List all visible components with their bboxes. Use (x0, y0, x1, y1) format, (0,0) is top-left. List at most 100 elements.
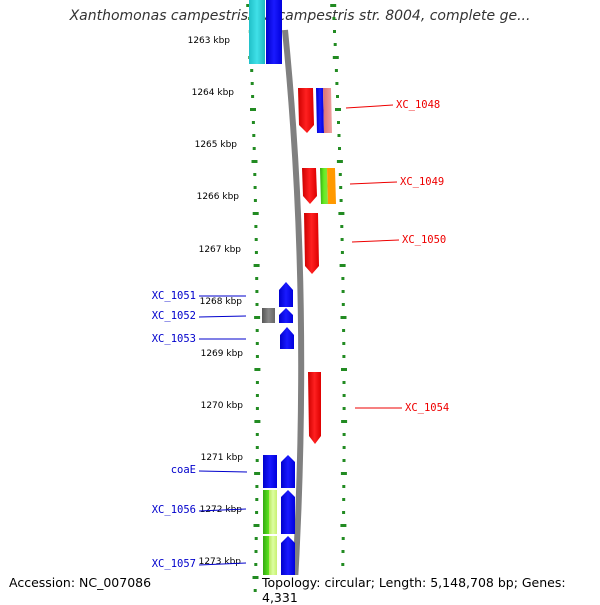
chromosome-backbone (282, 29, 305, 600)
guide-tick (253, 589, 257, 592)
gene-block-xc1052[interactable] (262, 308, 275, 323)
guide-tick (253, 186, 257, 189)
guide-tick (253, 199, 257, 202)
gene-label-xc1056[interactable]: XC_1056 (152, 504, 196, 516)
leader-line (198, 508, 247, 512)
guide-tick (337, 121, 340, 124)
guide-tick (342, 433, 346, 436)
guide-tick (250, 69, 254, 72)
guide-tick (340, 238, 344, 241)
leader-line (345, 104, 394, 109)
ruler-tick-label: 1267 kbp (199, 245, 242, 255)
guide-tick (250, 82, 254, 85)
leader-line (198, 470, 248, 473)
guide-tick (255, 407, 259, 410)
gene-arrow-xc1049[interactable] (302, 168, 317, 204)
guide-tick (251, 160, 258, 163)
guide-tick (340, 316, 347, 319)
guide-tick (341, 290, 345, 293)
gene-arrow-xc1053[interactable] (280, 327, 294, 349)
guide-tick (341, 303, 345, 306)
leader-line (349, 181, 398, 185)
guide-tick (339, 199, 343, 202)
guide-tick (341, 368, 347, 371)
ruler-tick-label: 1266 kbp (197, 192, 240, 202)
gene-arrow-xc1056[interactable] (281, 490, 295, 534)
guide-tick (342, 329, 346, 332)
topology-label: Topology: circular; Length: 5,148,708 bp… (262, 575, 600, 605)
guide-tick (340, 524, 347, 527)
guide-tick (342, 355, 346, 358)
guide-tick (336, 160, 343, 163)
leader-line (351, 239, 400, 243)
guide-tick (252, 212, 259, 215)
guide-tick (339, 264, 346, 267)
guide-tick (254, 472, 261, 475)
gene-arrow-xc1048[interactable] (298, 88, 314, 133)
guide-tick (333, 30, 336, 33)
guide-tick (255, 485, 259, 488)
guide-tick (250, 108, 256, 111)
gene-arrow-xc1054[interactable] (308, 372, 321, 444)
guide-tick (252, 147, 256, 150)
ruler-tick-label: 1269 kbp (201, 349, 244, 359)
ruler-tick-label: 1268 kbp (200, 297, 243, 307)
guide-tick (255, 446, 259, 449)
gene-label-xc1051[interactable]: XC_1051 (152, 290, 196, 302)
gene-arrow-xc1049c[interactable] (327, 168, 336, 204)
gene-arrow-xc1051[interactable] (279, 282, 293, 307)
guide-tick (253, 524, 260, 527)
guide-tick (251, 95, 255, 98)
guide-tick (254, 537, 258, 540)
gene-arrow-xc1048b[interactable] (316, 88, 324, 133)
gene-arrow-xc1052[interactable] (279, 308, 293, 323)
guide-tick (341, 563, 345, 566)
gene-block-xc1056b[interactable] (269, 490, 277, 534)
guide-tick (342, 485, 346, 488)
guide-tick (255, 342, 259, 345)
gene-arrow-coae[interactable] (281, 455, 295, 488)
ruler-tick-label: 1270 kbp (201, 401, 244, 411)
gene-block-cyan[interactable] (249, 0, 265, 64)
guide-tick (340, 472, 347, 475)
guide-tick (255, 329, 259, 332)
guide-tick (342, 459, 346, 462)
guide-tick (339, 186, 343, 189)
guide-tick (341, 277, 345, 280)
guide-tick (255, 433, 259, 436)
guide-tick (255, 290, 259, 293)
ruler-tick-label: 1273 kbp (199, 557, 242, 567)
guide-tick (335, 82, 339, 85)
feature-ring-guides (246, 4, 348, 592)
gene-block-top-blue[interactable] (266, 0, 282, 64)
guide-tick (336, 95, 339, 98)
guide-tick (255, 303, 259, 306)
gene-block-xc1057b[interactable] (269, 536, 277, 600)
guide-tick (332, 17, 336, 20)
guide-tick (254, 225, 258, 228)
right-gene-labels: XC_1048 XC_1049 XC_1050 XC_1054 (345, 99, 449, 414)
gene-arrow-xc1049b[interactable] (320, 168, 328, 204)
guide-tick (342, 342, 346, 345)
gene-label-xc1050[interactable]: XC_1050 (402, 234, 446, 246)
guide-tick (255, 498, 259, 501)
gene-label-xc1048[interactable]: XC_1048 (396, 99, 440, 111)
gene-label-coae[interactable]: coaE (171, 464, 196, 476)
guide-tick (255, 277, 259, 280)
gene-block-coae[interactable] (263, 455, 277, 488)
gene-label-xc1054[interactable]: XC_1054 (405, 402, 449, 414)
leader-line (198, 562, 247, 566)
gene-label-xc1057[interactable]: XC_1057 (152, 558, 196, 570)
gene-label-xc1052[interactable]: XC_1052 (152, 310, 196, 322)
gene-arrow-xc1048c[interactable] (323, 88, 332, 133)
gene-label-xc1049[interactable]: XC_1049 (400, 176, 444, 188)
guide-tick (332, 56, 339, 59)
guide-tick (330, 4, 337, 7)
gene-label-xc1053[interactable]: XC_1053 (152, 333, 196, 345)
guide-tick (334, 69, 338, 72)
guide-tick (342, 394, 346, 397)
guide-tick (254, 550, 258, 553)
gene-arrow-xc1050[interactable] (304, 213, 319, 274)
guide-tick (251, 121, 255, 124)
